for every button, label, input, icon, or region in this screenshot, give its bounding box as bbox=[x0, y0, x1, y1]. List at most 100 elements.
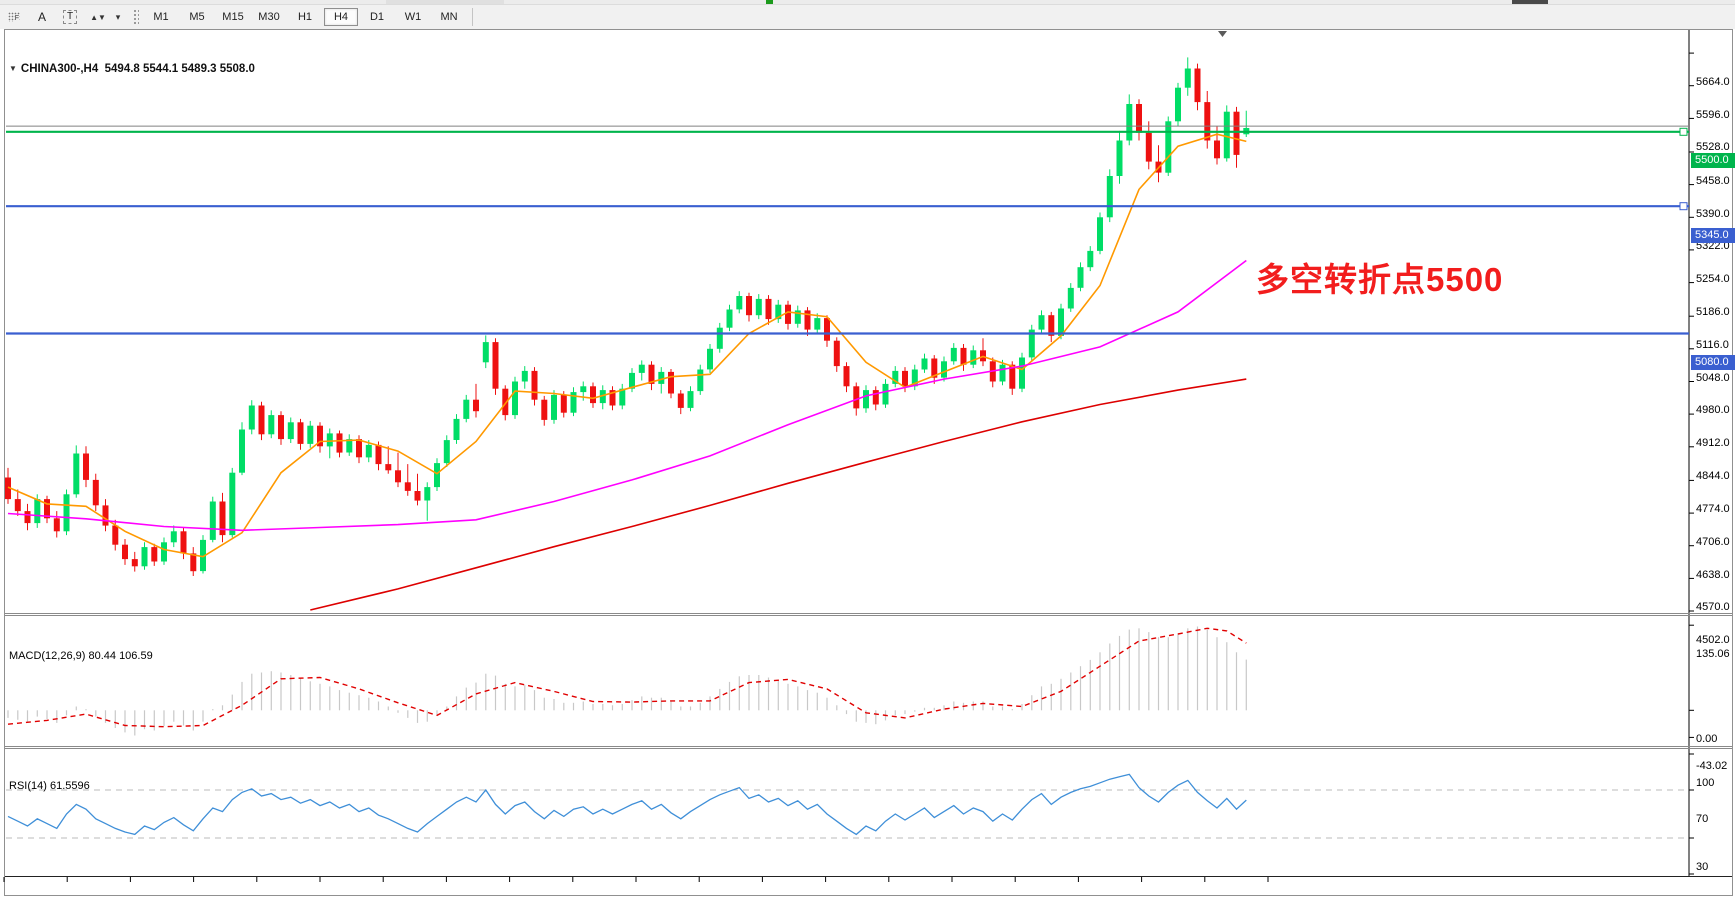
timeframe-button-h4[interactable]: H4 bbox=[324, 8, 358, 26]
candle-body bbox=[365, 444, 372, 458]
candle-body bbox=[531, 370, 538, 400]
price-axis-label: 4980.0 bbox=[1696, 404, 1730, 416]
price-axis-label: 4638.0 bbox=[1696, 569, 1730, 581]
hline-handle[interactable] bbox=[1679, 202, 1688, 211]
toolbar-grip[interactable] bbox=[132, 8, 139, 26]
rsi-name: RSI(14) bbox=[9, 780, 47, 792]
candle-body bbox=[385, 464, 392, 471]
macd-label: MACD(12,26,9) 80.44 106.59 bbox=[9, 650, 153, 662]
text-a-tool-button[interactable]: A bbox=[29, 6, 55, 28]
chart-window[interactable]: ▼ CHINA300-,H4 5494.8 5544.1 5489.3 5508.… bbox=[0, 29, 1735, 897]
grid-f-tool-button[interactable]: F bbox=[1, 6, 27, 28]
price-axis-label: 5048.0 bbox=[1696, 372, 1730, 384]
ma-slow-line bbox=[310, 378, 1247, 611]
candle-body bbox=[1165, 121, 1172, 173]
rsi-axis-label: 30 bbox=[1696, 861, 1709, 873]
chart-title: ▼ CHINA300-,H4 5494.8 5544.1 5489.3 5508.… bbox=[9, 63, 255, 75]
candle-body bbox=[482, 342, 489, 363]
candle-body bbox=[404, 482, 411, 491]
timeframe-button-d1[interactable]: D1 bbox=[369, 11, 385, 23]
candle-body bbox=[521, 370, 528, 382]
candle-body bbox=[24, 511, 31, 524]
ma-fast-line bbox=[7, 133, 1247, 558]
chart-shift-marker-icon[interactable] bbox=[1218, 31, 1227, 37]
price-axis-label: 4570.0 bbox=[1696, 601, 1730, 613]
hline-handle[interactable] bbox=[1679, 127, 1688, 136]
candle-body bbox=[911, 369, 918, 387]
rsi-line bbox=[7, 773, 1247, 836]
candle-body bbox=[629, 372, 635, 389]
toolbar-clipped-row bbox=[0, 0, 1735, 5]
candle-body bbox=[1028, 329, 1035, 358]
timeframe-button-m1[interactable]: M1 bbox=[153, 11, 169, 23]
clipped-green-indicator bbox=[766, 0, 773, 4]
candle-body bbox=[209, 501, 216, 540]
candle-body bbox=[1019, 357, 1025, 389]
text-label-tool-button[interactable]: T bbox=[57, 6, 83, 28]
candle-body bbox=[1097, 217, 1103, 251]
timeframe-button-h1[interactable]: H1 bbox=[297, 11, 313, 23]
candle-body bbox=[1214, 140, 1220, 159]
candle-body bbox=[755, 298, 762, 316]
candle-body bbox=[229, 472, 236, 536]
candle-body bbox=[668, 371, 674, 394]
candle-body bbox=[453, 418, 460, 440]
chart-frame bbox=[4, 29, 1733, 896]
candle-body bbox=[580, 386, 587, 393]
candle-body bbox=[102, 505, 109, 526]
timeframe-button-m15[interactable]: M15 bbox=[222, 11, 244, 23]
grid-dots-icon: F bbox=[8, 12, 20, 22]
price-axis-label: 5254.0 bbox=[1696, 273, 1730, 285]
candle-body bbox=[551, 394, 557, 420]
candle-body bbox=[92, 479, 99, 506]
candle-body bbox=[677, 393, 684, 408]
candle-body bbox=[687, 391, 694, 408]
price-axis-label: 5664.0 bbox=[1696, 76, 1730, 88]
timeframe-button-w1[interactable]: W1 bbox=[404, 11, 422, 23]
candle-body bbox=[112, 525, 119, 545]
candle-body bbox=[960, 347, 967, 365]
text-a-icon: A bbox=[37, 10, 46, 24]
arrow-objects-dropdown-icon[interactable]: ▾ bbox=[115, 11, 121, 22]
candle-body bbox=[599, 390, 606, 404]
ma-medium-line bbox=[7, 259, 1247, 532]
timeframe-button-m30[interactable]: M30 bbox=[258, 11, 280, 23]
candle-body bbox=[814, 318, 821, 330]
candle-body bbox=[775, 304, 782, 320]
candle-body bbox=[794, 310, 801, 324]
candle-body bbox=[950, 347, 957, 362]
candle-body bbox=[268, 415, 275, 435]
candle-body bbox=[53, 518, 60, 532]
candle-body bbox=[141, 547, 148, 567]
candle-body bbox=[843, 366, 850, 387]
candle-body bbox=[1184, 68, 1191, 88]
price-axis-label: 5322.0 bbox=[1696, 240, 1730, 252]
candle-body bbox=[1223, 111, 1230, 159]
candle-body bbox=[707, 348, 713, 370]
price-axis-label: 5458.0 bbox=[1696, 175, 1730, 187]
candle-body bbox=[346, 439, 353, 453]
macd-values: 80.44 106.59 bbox=[88, 650, 153, 662]
price-axis-label: 5596.0 bbox=[1696, 109, 1730, 121]
candle-body bbox=[278, 415, 284, 440]
candle-body bbox=[34, 499, 41, 524]
arrow-objects-icon: ▲▼ bbox=[90, 12, 106, 22]
symbol-collapse-icon[interactable]: ▼ bbox=[9, 64, 17, 73]
candle-body bbox=[716, 327, 723, 349]
arrow-objects-tool-button[interactable]: ▲▼ bbox=[85, 6, 111, 28]
candle-body bbox=[560, 394, 567, 413]
candle-body bbox=[1009, 364, 1016, 389]
candle-body bbox=[375, 444, 382, 465]
candle-body bbox=[853, 386, 860, 409]
candle-body bbox=[356, 439, 362, 458]
chart-plot-area[interactable] bbox=[0, 29, 1735, 897]
candle-body bbox=[1204, 102, 1211, 141]
timeframe-button-mn[interactable]: MN bbox=[440, 11, 458, 23]
candle-body bbox=[492, 342, 499, 389]
candle-body bbox=[512, 381, 518, 416]
timeframe-button-m5[interactable]: M5 bbox=[189, 11, 205, 23]
candle-body bbox=[658, 371, 665, 384]
chart-ohlc-values: 5494.8 5544.1 5489.3 5508.0 bbox=[104, 63, 255, 75]
price-badge-5500.0: 5500.0 bbox=[1691, 153, 1735, 168]
